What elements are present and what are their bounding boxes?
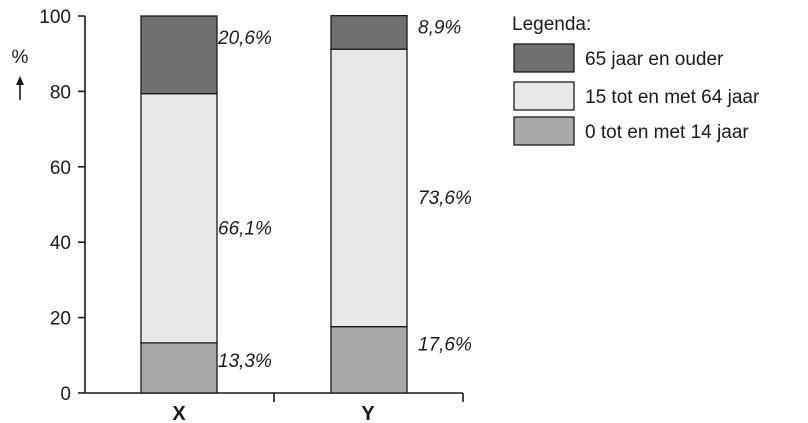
legend: Legenda: 65 jaar en ouder 15 tot en met 6… [512, 14, 760, 146]
data-label: 20,6% [217, 28, 272, 49]
y-ticks: 0 20 40 60 80 100 [39, 7, 85, 405]
bar-segment [140, 342, 218, 394]
data-label: 66,1% [218, 218, 272, 239]
y-tick-label: 0 [60, 384, 71, 405]
data-label: 17,6% [418, 335, 472, 356]
data-label: 13,3% [218, 351, 272, 372]
category-label: X [172, 403, 186, 423]
y-tick-label: 20 [50, 309, 71, 330]
data-label: 73,6% [418, 188, 472, 209]
data-labels: 13,3% 66,1% 20,6% 17,6% 73,6% 8,9% [217, 18, 472, 372]
legend-item-label: 15 tot en met 64 jaar [585, 87, 760, 108]
legend-title: Legenda: [512, 14, 591, 35]
bar-segment [140, 93, 218, 344]
y-axis-arrow-icon [16, 76, 24, 100]
legend-swatch [513, 116, 575, 146]
bar-segment [330, 14, 408, 50]
y-tick-label: 100 [39, 7, 71, 28]
y-tick-label: 60 [50, 158, 71, 179]
legend-item-label: 0 tot en met 14 jaar [585, 122, 749, 143]
bar-segment [140, 15, 218, 95]
y-tick-label: 40 [50, 233, 71, 254]
bar-segment [330, 325, 408, 394]
category-label: Y [361, 403, 375, 423]
data-label: 8,9% [418, 18, 461, 39]
legend-item-label: 65 jaar en ouder [585, 49, 724, 70]
legend-swatch [513, 81, 575, 111]
bars [140, 14, 408, 394]
y-axis-label: % [12, 47, 29, 68]
bar-segment [330, 48, 408, 328]
y-tick-label: 80 [50, 82, 71, 103]
legend-swatch [513, 43, 575, 73]
